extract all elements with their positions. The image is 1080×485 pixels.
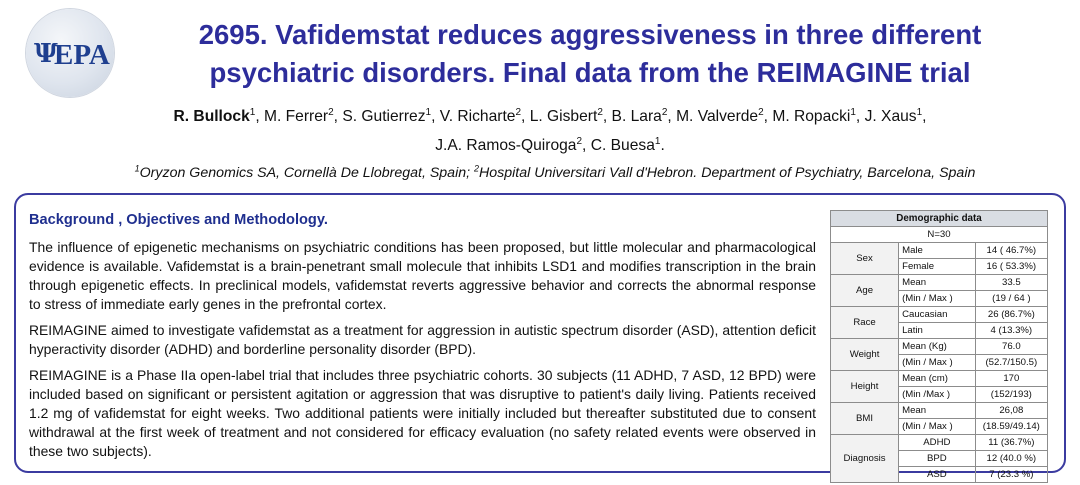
logo-text: EPA [54,39,110,71]
table-category: Sex [829,242,900,275]
table-label: (Min / Max ) [898,354,976,371]
table-value: 33.5 [974,274,1049,291]
table-row: BPD 12 (40.0 %) [831,450,1049,467]
author-affil-sup: 1 [425,106,432,118]
paragraph: REIMAGINE aimed to investigate vafidemst… [29,322,816,357]
section-body: The influence of epigenetic mechanisms o… [29,238,816,468]
table-label: Mean (cm) [898,370,976,387]
author-name: M. Ropacki [772,108,851,125]
affil-text-1: Oryzon Genomics SA, Cornellà De Llobrega… [139,165,474,181]
author-name: B. Lara [611,108,662,125]
table-value: 26 (86.7%) [974,306,1049,323]
table-row: Age Mean 33.5 [829,274,1049,307]
table-n: N=30 [830,226,1048,243]
author-list: R. Bullock1, M. Ferrer2, S. Gutierrez1, … [173,106,927,154]
author-affil-sup: 1 [249,106,256,118]
table-label: ASD [898,466,976,483]
paragraph: REIMAGINE is a Phase IIa open-label tria… [29,367,816,459]
table-label: Latin [898,322,976,339]
table-value: (19 / 64 ) [974,290,1049,307]
demographic-table: Demographic data N=30 Sex Male 14 ( 46.7%) Fe… [829,210,1049,483]
table-row: Sex Male 14 ( 46.7%) [829,242,1049,275]
author-name: L. Gisbert [529,108,598,125]
author-affil-sup: 1 [850,106,856,118]
author-name: J.A. Ramos-Quiroga [435,137,577,154]
affil-text-2: Hospital Universitari Vall d'Hebron. Dep… [479,165,976,181]
table-category: Height [829,370,900,403]
author-affil-sup: 2 [328,106,334,118]
table-value: (152/193) [974,386,1049,403]
table-label: (Min / Max ) [898,290,976,307]
table-label: (Min / Max ) [898,418,976,435]
author-affil-sup: 2 [515,106,522,118]
table-label: Caucasian [898,306,976,323]
table-row: Weight Mean (Kg) 76.0 [829,338,1049,371]
affiliations: 1Oryzon Genomics SA, Cornellà De Llobreg… [60,163,1050,181]
table-row: N=30 [830,226,1048,243]
table-label: Mean (Kg) [898,338,976,355]
table-category: Race [829,306,900,339]
table-label: ADHD [898,434,976,451]
table-row: Diagnosis ADHD 11 (36.7%) [829,434,1049,483]
author-affil-sup: 1 [654,135,661,147]
table-value: 12 (40.0 %) [974,450,1049,467]
table-label: Male [898,242,976,259]
author-affil-sup: 2 [597,106,603,118]
table-label: BPD [898,450,976,467]
author-name: S. Gutierrez [342,108,426,125]
table-header: Demographic data [830,210,1048,227]
table-value: 14 ( 46.7%) [974,242,1049,259]
table-value: 16 ( 53.3%) [974,258,1049,275]
author-affil-sup: 2 [661,106,668,118]
poster-title: 2695. Vafidemstat reduces aggressiveness… [120,16,1060,92]
affil-sup-1: 1 [134,163,140,174]
author-name: R. Bullock [173,108,250,125]
table-value: 4 (13.3%) [974,322,1049,339]
table-row: Race Caucasian 26 (86.7%) [829,306,1049,339]
table-row: Demographic data [830,210,1048,227]
table-value: 76.0 [974,338,1049,355]
table-value: 170 [974,370,1049,387]
table-value: (52.7/150.5) [974,354,1049,371]
section-title: Background , Objectives and Methodology. [29,212,328,228]
table-category: Age [829,274,900,307]
table-label: Female [898,258,976,275]
author-affil-sup: 1 [916,106,923,118]
psi-icon: Ψ [34,39,58,69]
table-value: 26,08 [974,402,1049,419]
table-value: (18.59/49.14) [974,418,1049,435]
epa-logo: Ψ EPA [26,9,114,97]
table-label: Mean [898,402,976,419]
table-row: BMI Mean 26,08 [829,402,1049,435]
table-value: 7 (23.3 %) [974,466,1049,483]
affil-sup-2: 2 [474,163,480,174]
author-name: V. Richarte [439,108,516,125]
title-line-1: 2695. Vafidemstat reduces aggressiveness… [198,19,982,50]
table-category: Weight [829,338,900,371]
table-category: BMI [829,402,900,435]
author-name: C. Buesa [590,137,655,154]
table-value: 11 (36.7%) [974,434,1049,451]
author-affil-sup: 2 [758,106,764,118]
table-row: (Min /Max ) (152/193) [831,386,1049,403]
author-name: M. Valverde [676,108,759,125]
author-name: M. Ferrer [263,108,329,125]
table-category: Diagnosis [829,434,900,483]
table-label: (Min /Max ) [898,386,976,403]
author-name: J. Xaus [864,108,917,125]
table-label: Mean [898,274,976,291]
title-line-2: psychiatric disorders. Final data from t… [209,57,971,88]
table-row: Height Mean (cm) 170 [829,370,1049,403]
author-affil-sup: 2 [576,135,583,147]
table-row: ASD 7 (23.3 %) [831,466,1049,483]
content-panel [14,193,1066,473]
paragraph: The influence of epigenetic mechanisms o… [29,239,816,312]
